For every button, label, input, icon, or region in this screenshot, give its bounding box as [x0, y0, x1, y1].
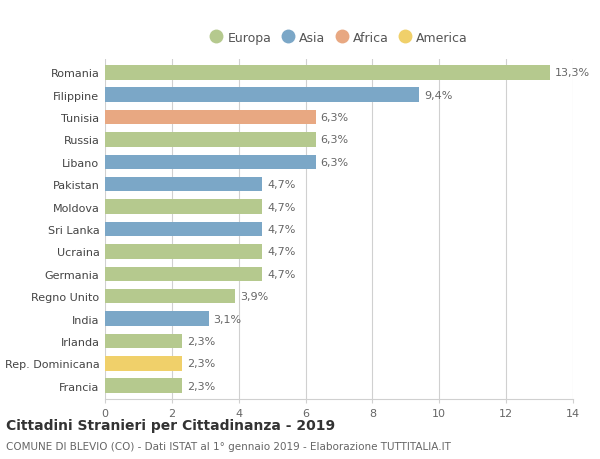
Text: 6,3%: 6,3% — [320, 113, 349, 123]
Bar — [105, 200, 262, 214]
Bar — [105, 133, 316, 147]
Bar — [105, 289, 235, 304]
Bar — [105, 222, 262, 237]
Text: 4,7%: 4,7% — [267, 269, 296, 279]
Bar — [105, 88, 419, 103]
Text: 3,1%: 3,1% — [214, 314, 242, 324]
Text: 4,7%: 4,7% — [267, 247, 296, 257]
Text: 2,3%: 2,3% — [187, 336, 215, 346]
Text: 2,3%: 2,3% — [187, 358, 215, 369]
Text: 2,3%: 2,3% — [187, 381, 215, 391]
Text: COMUNE DI BLEVIO (CO) - Dati ISTAT al 1° gennaio 2019 - Elaborazione TUTTITALIA.: COMUNE DI BLEVIO (CO) - Dati ISTAT al 1°… — [6, 441, 451, 451]
Bar — [105, 379, 182, 393]
Bar — [105, 178, 262, 192]
Text: 6,3%: 6,3% — [320, 157, 349, 168]
Bar — [105, 66, 550, 80]
Text: 9,4%: 9,4% — [424, 90, 452, 101]
Text: 6,3%: 6,3% — [320, 135, 349, 145]
Bar — [105, 267, 262, 281]
Bar — [105, 111, 316, 125]
Text: 3,9%: 3,9% — [241, 291, 269, 302]
Bar — [105, 245, 262, 259]
Bar — [105, 334, 182, 348]
Text: 4,7%: 4,7% — [267, 224, 296, 235]
Bar — [105, 356, 182, 371]
Bar — [105, 312, 209, 326]
Bar — [105, 155, 316, 170]
Text: Cittadini Stranieri per Cittadinanza - 2019: Cittadini Stranieri per Cittadinanza - 2… — [6, 418, 335, 431]
Text: 4,7%: 4,7% — [267, 202, 296, 212]
Text: 13,3%: 13,3% — [554, 68, 590, 78]
Legend: Europa, Asia, Africa, America: Europa, Asia, Africa, America — [205, 27, 473, 50]
Text: 4,7%: 4,7% — [267, 180, 296, 190]
